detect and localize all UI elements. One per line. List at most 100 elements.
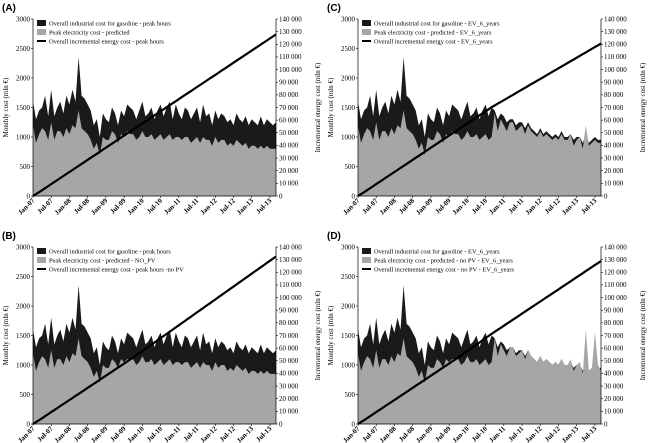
right-tick-label: 30 000 — [279, 382, 299, 390]
x-tick-label: Jul-13 — [254, 196, 273, 215]
panel-letter: (A) — [2, 3, 16, 14]
x-tick-label: Jul-12 — [543, 196, 562, 215]
chart-panel-3: (D) 0 500 1000 1500 2000 2500 3000 0 10 000 20 000… — [327, 231, 647, 443]
right-tick-label: 50 000 — [604, 357, 624, 365]
x-tick-label: Jul-09 — [434, 424, 453, 443]
right-tick-label: 40 000 — [604, 370, 624, 378]
x-tick-label: Jan-12 — [199, 196, 219, 216]
right-tick-label: 10 000 — [604, 180, 624, 188]
right-tick-label: 110 000 — [279, 281, 302, 289]
right-axis-label: Incremental energy cost (mln €) — [314, 290, 322, 380]
x-tick-label: Jan-10 — [126, 424, 146, 443]
left-axis-label: Monthly cost (mln €) — [2, 77, 10, 137]
x-tick-label: Jan-09 — [89, 196, 109, 216]
legend-swatch — [362, 20, 371, 26]
right-tick-label: 30 000 — [604, 154, 624, 162]
left-tick-label: 1000 — [341, 133, 356, 141]
right-tick-label: 140 000 — [279, 15, 302, 23]
legend-entry: Overall incremental energy cost - peak h… — [49, 267, 184, 274]
left-tick-label: 3000 — [341, 15, 356, 23]
legend-swatch — [37, 248, 46, 254]
right-tick-label: 60 000 — [604, 116, 624, 124]
x-tick-label: Jan-12 — [524, 196, 544, 216]
right-tick-label: 0 — [604, 420, 608, 428]
left-tick-label: 500 — [345, 391, 356, 399]
left-tick-label: 3000 — [16, 243, 31, 251]
legend-entry: Overall incremental energy cost - no PV … — [374, 267, 514, 274]
x-tick-label: Jan-09 — [414, 424, 434, 443]
right-tick-label: 10 000 — [279, 408, 299, 416]
right-axis-label: Incremental energy cost (mln €) — [639, 290, 647, 380]
legend-swatch — [37, 29, 46, 35]
right-tick-label: 110 000 — [279, 53, 302, 61]
right-tick-label: 20 000 — [604, 395, 624, 403]
left-axis-label: Monthly cost (mln €) — [2, 305, 10, 365]
right-tick-label: 10 000 — [604, 408, 624, 416]
left-axis-label: Monthly cost (mln €) — [327, 305, 335, 365]
right-tick-label: 70 000 — [279, 104, 299, 112]
x-tick-label: Jul-12 — [543, 424, 562, 443]
x-tick-label: Jul-13 — [254, 424, 273, 443]
x-tick-label: Jan-13 — [235, 424, 255, 443]
right-tick-label: 80 000 — [604, 319, 624, 327]
x-tick-label: Jan-11 — [488, 424, 508, 443]
x-tick-label: Jul-07 — [36, 196, 55, 215]
x-tick-label: Jul-12 — [218, 196, 237, 215]
x-tick-label: Jan-09 — [414, 196, 434, 216]
chart-panel-2: (B) 0 500 1000 1500 2000 2500 3000 0 10 000 20 000… — [2, 231, 322, 443]
right-tick-label: 60 000 — [604, 344, 624, 352]
left-tick-label: 500 — [20, 391, 31, 399]
x-tick-label: Jul-11 — [507, 196, 526, 215]
series-incremental-line — [357, 42, 602, 197]
x-tick-label: Jan-11 — [163, 196, 183, 216]
legend-entry: Peak electricity cost - predicted - EV_6… — [374, 30, 492, 37]
legend-swatch — [37, 20, 46, 26]
x-tick-label: Jul-08 — [72, 424, 91, 443]
legend-swatch — [37, 257, 46, 263]
left-tick-label: 2500 — [16, 273, 31, 281]
left-tick-label: 1000 — [16, 133, 31, 141]
right-tick-label: 70 000 — [604, 104, 624, 112]
left-tick-label: 2500 — [16, 45, 31, 53]
x-tick-label: Jan-12 — [524, 424, 544, 443]
right-tick-label: 40 000 — [604, 142, 624, 150]
series-electricity-area — [358, 110, 601, 196]
legend-entry: Peak electricity cost - predicted — [49, 30, 130, 37]
right-tick-label: 90 000 — [279, 307, 299, 315]
right-tick-label: 90 000 — [279, 79, 299, 87]
legend-entry: Peak electricity cost - predicted - no P… — [374, 258, 513, 265]
x-tick-label: Jan-09 — [89, 424, 109, 443]
left-tick-label: 2500 — [341, 45, 356, 53]
right-tick-label: 80 000 — [604, 91, 624, 99]
x-tick-label: Jan-12 — [199, 424, 219, 443]
right-tick-label: 20 000 — [279, 395, 299, 403]
right-axis-label: Incremental energy cost (mln €) — [314, 62, 322, 152]
legend-swatch — [362, 257, 371, 263]
x-tick-label: Jul-07 — [361, 424, 380, 443]
x-tick-label: Jan-11 — [163, 424, 183, 443]
right-tick-label: 0 — [604, 192, 608, 200]
legend-entry: Overall industrial cost for gasoline - E… — [374, 249, 500, 256]
right-tick-label: 70 000 — [604, 332, 624, 340]
left-tick-label: 0 — [352, 420, 356, 428]
right-tick-label: 100 000 — [604, 294, 627, 302]
left-tick-label: 500 — [345, 163, 356, 171]
right-tick-label: 120 000 — [279, 269, 302, 277]
right-tick-label: 50 000 — [279, 129, 299, 137]
legend-entry: Overall industrial cost for gasoline - p… — [49, 249, 171, 256]
x-tick-label: Jul-08 — [72, 196, 91, 215]
legend-swatch — [362, 29, 371, 35]
x-tick-label: Jul-07 — [36, 424, 55, 443]
chart-panel-1: (C) 0 500 1000 1500 2000 2500 3000 0 10 000 20 000… — [327, 3, 647, 217]
x-tick-label: Jan-13 — [560, 424, 580, 443]
left-tick-label: 1000 — [16, 361, 31, 369]
left-tick-label: 500 — [20, 163, 31, 171]
right-tick-label: 20 000 — [604, 167, 624, 175]
left-tick-label: 1500 — [16, 332, 31, 340]
right-tick-label: 90 000 — [604, 307, 624, 315]
left-tick-label: 0 — [27, 192, 31, 200]
right-tick-label: 120 000 — [604, 41, 627, 49]
x-tick-label: Jul-10 — [470, 196, 489, 215]
x-tick-label: Jul-09 — [109, 424, 128, 443]
